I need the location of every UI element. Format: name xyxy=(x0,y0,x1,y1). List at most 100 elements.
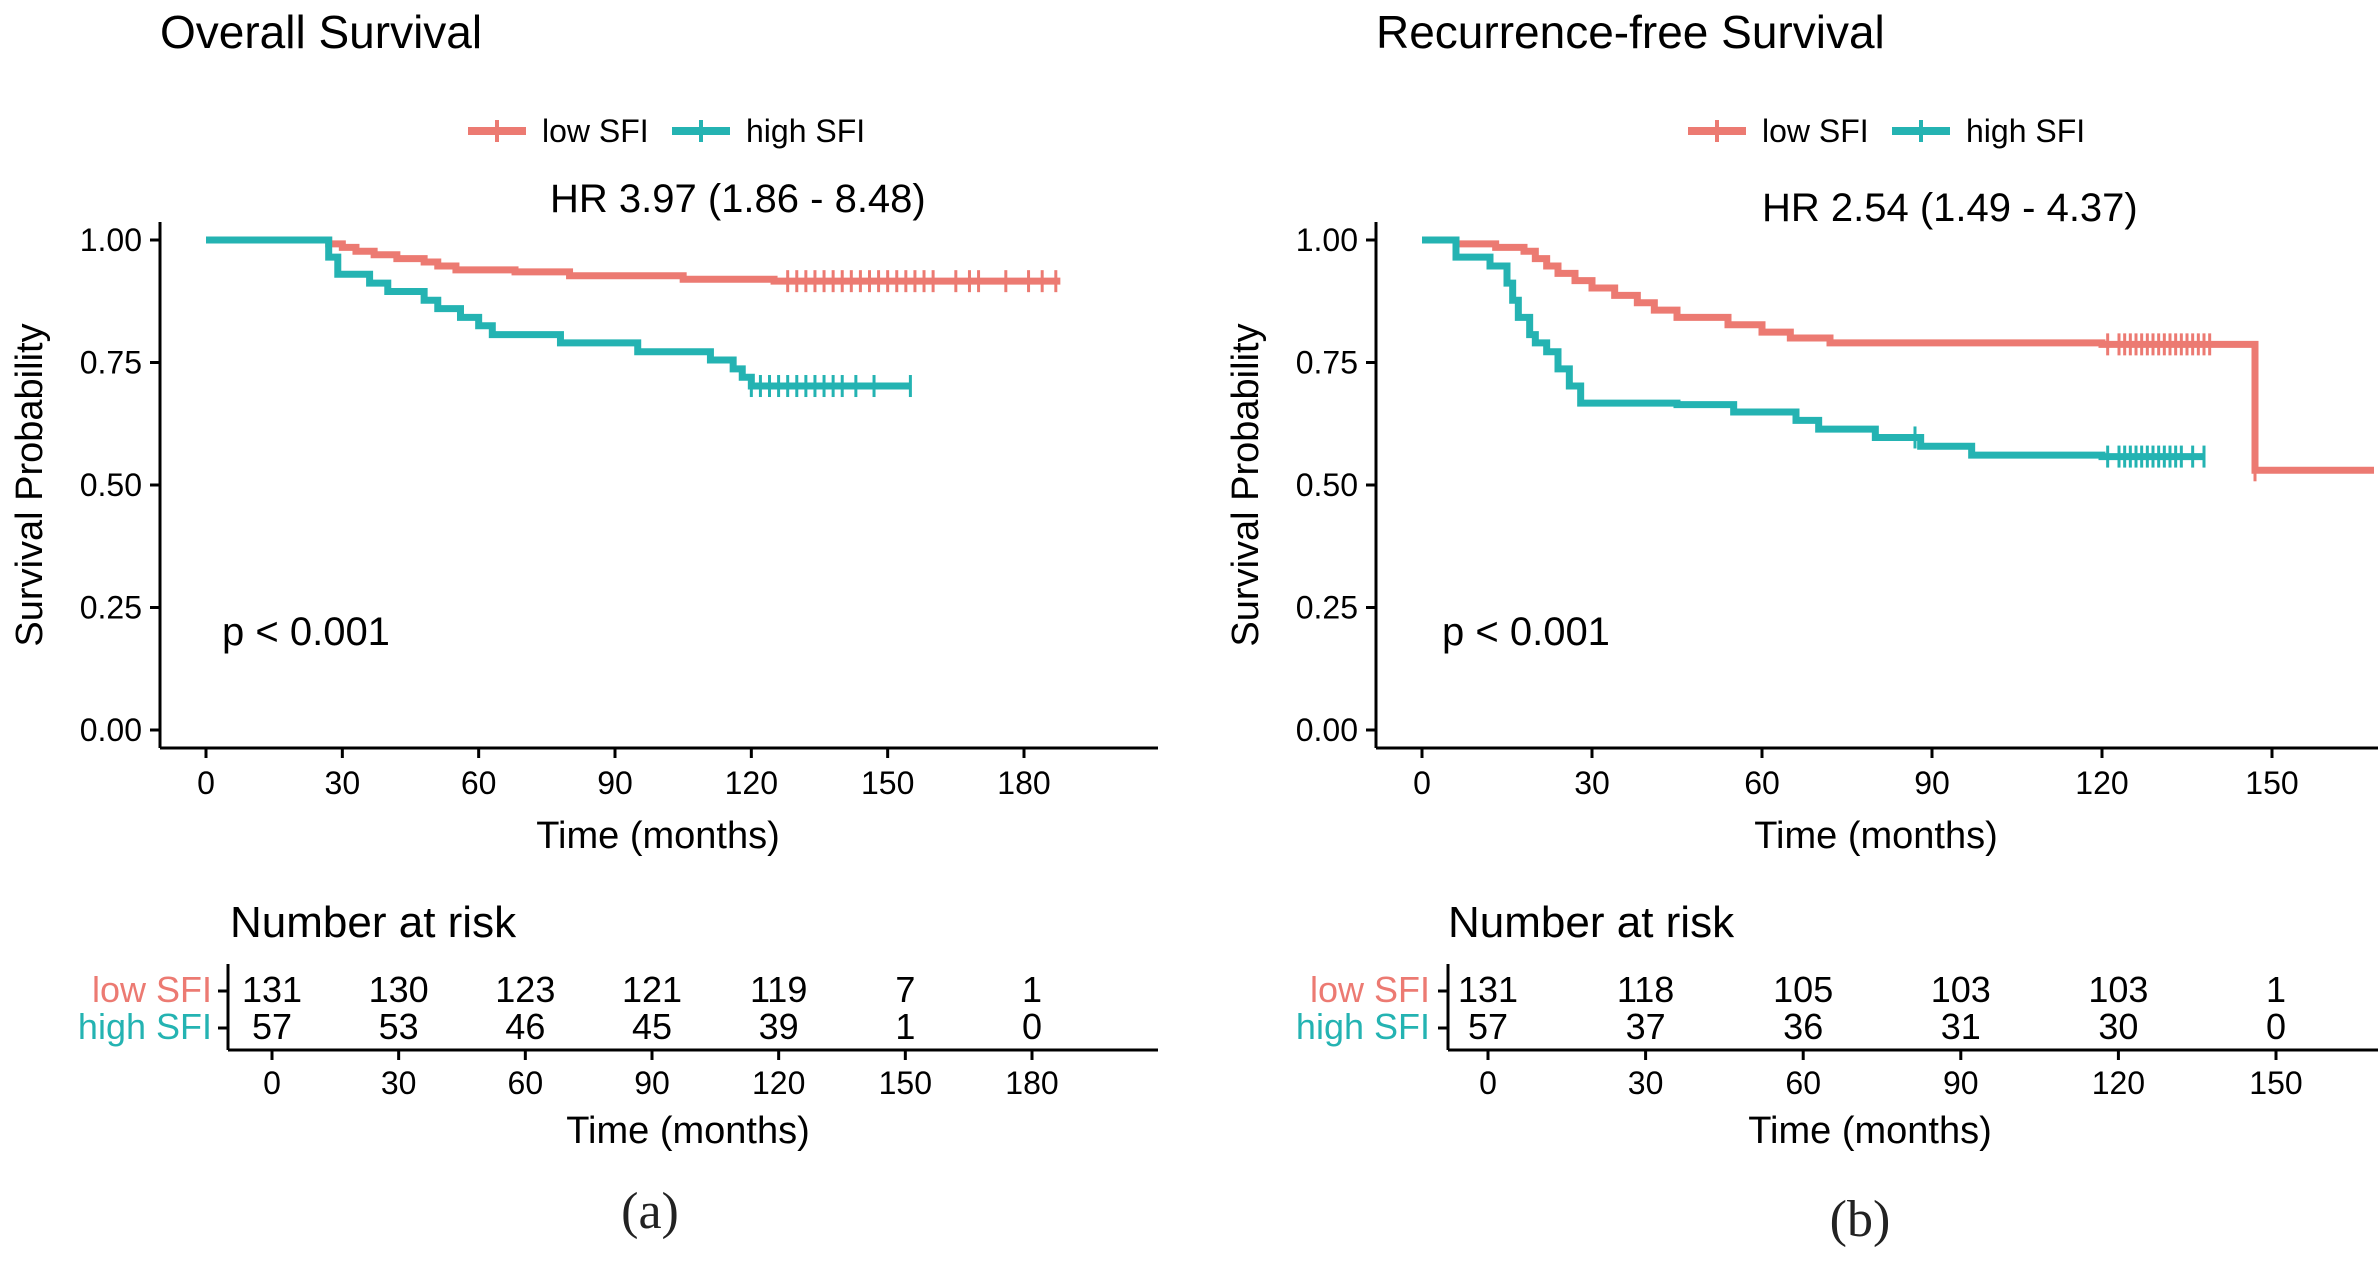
panel-label: (a) xyxy=(621,1183,679,1240)
y-tick-label: 0.50 xyxy=(80,467,142,503)
y-tick-label: 0.75 xyxy=(80,345,142,381)
y-tick-label: 1.00 xyxy=(80,222,142,258)
risk-table-x-label: Time (months) xyxy=(1748,1110,1992,1152)
risk-count: 57 xyxy=(252,1006,292,1047)
y-tick-label: 0.25 xyxy=(80,590,142,626)
risk-row-label: low SFI xyxy=(92,969,212,1010)
x-tick-label: 0 xyxy=(197,765,215,801)
y-tick-label: 0.00 xyxy=(80,712,142,748)
risk-count: 105 xyxy=(1773,969,1833,1010)
risk-x-tick-label: 120 xyxy=(752,1065,805,1101)
x-tick-label: 180 xyxy=(997,765,1050,801)
x-tick-label: 60 xyxy=(1744,765,1780,801)
km-curve-low-sfi xyxy=(1422,236,2374,482)
risk-x-tick-label: 60 xyxy=(508,1065,544,1101)
legend: low SFI high SFI xyxy=(468,113,865,149)
survival-step-line xyxy=(206,236,911,390)
chart-title: Recurrence-free Survival xyxy=(1376,6,1885,58)
risk-count: 119 xyxy=(750,969,807,1010)
risk-count: 30 xyxy=(2098,1006,2138,1047)
risk-count: 46 xyxy=(505,1006,545,1047)
y-tick-label: 0.50 xyxy=(1296,467,1358,503)
risk-x-tick-label: 120 xyxy=(2092,1065,2145,1101)
risk-count: 36 xyxy=(1783,1006,1823,1047)
legend: low SFI high SFI xyxy=(1688,113,2085,149)
km-curve-high-sfi xyxy=(1422,236,2206,468)
y-tick-label: 1.00 xyxy=(1296,222,1358,258)
survival-step-line xyxy=(1422,236,2204,461)
risk-count: 131 xyxy=(1458,969,1518,1010)
risk-row-label: high SFI xyxy=(1296,1006,1430,1047)
risk-count: 103 xyxy=(1931,969,1991,1010)
km-curve-high-sfi xyxy=(206,236,912,398)
risk-count: 123 xyxy=(495,969,555,1010)
risk-x-tick-label: 180 xyxy=(1005,1065,1058,1101)
x-tick-label: 120 xyxy=(725,765,778,801)
legend-label: low SFI xyxy=(1762,113,1869,149)
legend-label: high SFI xyxy=(1966,113,2085,149)
risk-count: 121 xyxy=(622,969,682,1010)
x-tick-label: 150 xyxy=(2245,765,2298,801)
risk-count: 103 xyxy=(2088,969,2148,1010)
x-tick-label: 60 xyxy=(461,765,497,801)
risk-x-tick-label: 150 xyxy=(879,1065,932,1101)
risk-table-title: Number at risk xyxy=(1448,898,1735,947)
y-axis-label: Survival Probability xyxy=(9,323,51,646)
chart-title: Overall Survival xyxy=(160,6,482,58)
km-curve-low-sfi xyxy=(206,236,1061,293)
legend-item: low SFI xyxy=(1688,113,1869,149)
hazard-ratio-label: HR 2.54 (1.49 - 4.37) xyxy=(1762,186,2138,230)
risk-table-x-label: Time (months) xyxy=(566,1110,810,1152)
hazard-ratio-label: HR 3.97 (1.86 - 8.48) xyxy=(550,177,926,221)
risk-x-tick-label: 0 xyxy=(263,1065,281,1101)
x-tick-label: 150 xyxy=(861,765,914,801)
risk-table-title: Number at risk xyxy=(230,898,517,947)
risk-x-tick-label: 90 xyxy=(1943,1065,1979,1101)
x-axis-label: Time (months) xyxy=(536,815,780,857)
risk-count: 45 xyxy=(632,1006,672,1047)
risk-x-tick-label: 0 xyxy=(1479,1065,1497,1101)
risk-x-tick-label: 60 xyxy=(1785,1065,1821,1101)
panel-label: (b) xyxy=(1830,1191,1891,1248)
risk-x-tick-label: 150 xyxy=(2249,1065,2302,1101)
survival-step-line xyxy=(206,236,1061,285)
y-tick-label: 0.00 xyxy=(1296,712,1358,748)
y-tick-label: 0.25 xyxy=(1296,590,1358,626)
x-tick-label: 90 xyxy=(597,765,633,801)
risk-count: 31 xyxy=(1941,1006,1981,1047)
survival-step-line xyxy=(1422,236,2374,474)
risk-row-label: high SFI xyxy=(78,1006,212,1047)
legend-item: low SFI xyxy=(468,113,649,149)
risk-x-tick-label: 30 xyxy=(381,1065,417,1101)
risk-row-label: low SFI xyxy=(1310,969,1430,1010)
legend-item: high SFI xyxy=(672,113,865,149)
y-tick-label: 0.75 xyxy=(1296,345,1358,381)
legend-label: low SFI xyxy=(542,113,649,149)
risk-count: 7 xyxy=(895,969,915,1010)
risk-count: 37 xyxy=(1626,1006,1666,1047)
y-axis-label: Survival Probability xyxy=(1225,323,1267,646)
risk-count: 53 xyxy=(379,1006,419,1047)
risk-x-tick-label: 90 xyxy=(634,1065,670,1101)
legend-label: high SFI xyxy=(746,113,865,149)
risk-count: 0 xyxy=(1022,1006,1042,1047)
risk-count: 130 xyxy=(369,969,429,1010)
risk-count: 57 xyxy=(1468,1006,1508,1047)
x-axis-label: Time (months) xyxy=(1754,815,1998,857)
risk-count: 1 xyxy=(1022,969,1042,1010)
risk-count: 118 xyxy=(1617,969,1674,1010)
x-tick-label: 120 xyxy=(2075,765,2128,801)
risk-count: 39 xyxy=(759,1006,799,1047)
x-tick-label: 0 xyxy=(1413,765,1431,801)
risk-count: 0 xyxy=(2266,1006,2286,1047)
legend-item: high SFI xyxy=(1892,113,2085,149)
p-value-label: p < 0.001 xyxy=(1442,610,1610,654)
x-tick-label: 30 xyxy=(1574,765,1610,801)
risk-count: 1 xyxy=(2266,969,2286,1010)
x-tick-label: 30 xyxy=(325,765,361,801)
